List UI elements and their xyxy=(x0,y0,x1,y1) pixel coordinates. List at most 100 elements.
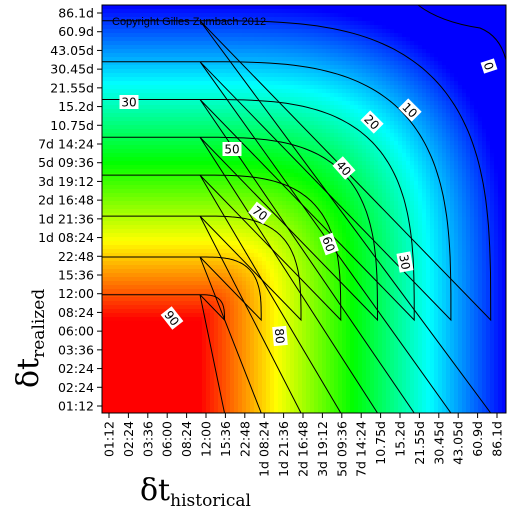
heatmap-cell xyxy=(102,285,107,290)
heatmap-cell xyxy=(146,377,151,382)
heatmap-cell xyxy=(294,229,299,234)
heatmap-cell xyxy=(182,205,187,210)
heatmap-cell xyxy=(114,221,119,226)
heatmap-cell xyxy=(150,9,155,14)
heatmap-cell xyxy=(134,229,139,234)
heatmap-cell xyxy=(242,341,247,346)
heatmap-cell xyxy=(130,289,135,294)
heatmap-cell xyxy=(238,137,243,142)
heatmap-cell xyxy=(266,221,271,226)
heatmap-cell xyxy=(210,121,215,126)
heatmap-cell xyxy=(214,37,219,42)
heatmap-cell xyxy=(122,341,127,346)
heatmap-cell xyxy=(122,57,127,62)
heatmap-cell xyxy=(274,85,279,90)
heatmap-cell xyxy=(294,157,299,162)
heatmap-cell xyxy=(270,133,275,138)
heatmap-cell xyxy=(278,165,283,170)
heatmap-cell xyxy=(286,333,291,338)
heatmap-cell xyxy=(178,13,183,18)
heatmap-cell xyxy=(234,29,239,34)
heatmap-cell xyxy=(110,125,115,130)
heatmap-cell xyxy=(146,321,151,326)
heatmap-cell xyxy=(162,241,167,246)
heatmap-cell xyxy=(146,257,151,262)
heatmap-cell xyxy=(210,105,215,110)
heatmap-cell xyxy=(262,45,267,50)
heatmap-cell xyxy=(294,61,299,66)
heatmap-cell xyxy=(118,9,123,14)
heatmap-cell xyxy=(194,289,199,294)
heatmap-cell xyxy=(202,277,207,282)
heatmap-cell xyxy=(170,125,175,130)
heatmap-cell xyxy=(282,265,287,270)
heatmap-cell xyxy=(126,213,131,218)
heatmap-cell xyxy=(202,121,207,126)
heatmap-cell xyxy=(178,137,183,142)
heatmap-cell xyxy=(238,9,243,14)
heatmap-cell xyxy=(250,141,255,146)
heatmap-cell xyxy=(202,49,207,54)
heatmap-cell xyxy=(246,401,251,406)
heatmap-cell xyxy=(262,97,267,102)
heatmap-cell xyxy=(166,369,171,374)
heatmap-cell xyxy=(166,409,171,413)
heatmap-cell xyxy=(166,225,171,230)
heatmap-cell xyxy=(294,373,299,378)
heatmap-cell xyxy=(146,281,151,286)
heatmap-cell xyxy=(186,5,191,10)
heatmap-cell xyxy=(162,381,167,386)
heatmap-cell xyxy=(174,245,179,250)
heatmap-cell xyxy=(270,65,275,70)
heatmap-cell xyxy=(126,261,131,266)
heatmap-cell xyxy=(214,285,219,290)
heatmap-cell xyxy=(146,57,151,62)
heatmap-cell xyxy=(154,277,159,282)
heatmap-cell xyxy=(202,317,207,322)
heatmap-cell xyxy=(246,373,251,378)
heatmap-cell xyxy=(286,89,291,94)
heatmap-cell xyxy=(194,13,199,18)
heatmap-cell xyxy=(294,333,299,338)
heatmap-cell xyxy=(246,345,251,350)
heatmap-cell xyxy=(214,101,219,106)
heatmap-cell xyxy=(162,45,167,50)
heatmap-cell xyxy=(138,37,143,42)
heatmap-cell xyxy=(294,137,299,142)
heatmap-cell xyxy=(190,281,195,286)
heatmap-cell xyxy=(146,25,151,30)
heatmap-cell xyxy=(174,49,179,54)
heatmap-cell xyxy=(210,217,215,222)
heatmap-cell xyxy=(222,377,227,382)
heatmap-cell xyxy=(166,17,171,22)
heatmap-cell xyxy=(126,237,131,242)
heatmap-cell xyxy=(154,341,159,346)
heatmap-cell xyxy=(226,345,231,350)
heatmap-cell xyxy=(286,145,291,150)
heatmap-cell xyxy=(130,109,135,114)
heatmap-cell xyxy=(218,25,223,30)
heatmap-cell xyxy=(110,177,115,182)
heatmap-cell xyxy=(274,45,279,50)
heatmap-cell xyxy=(294,65,299,70)
heatmap-cell xyxy=(150,309,155,314)
heatmap-cell xyxy=(242,157,247,162)
heatmap-cell xyxy=(218,141,223,146)
heatmap-cell xyxy=(146,373,151,378)
heatmap-cell xyxy=(258,173,263,178)
heatmap-cell xyxy=(198,73,203,78)
heatmap-cell xyxy=(258,17,263,22)
heatmap-cell xyxy=(294,341,299,346)
heatmap-cell xyxy=(278,145,283,150)
heatmap-cell xyxy=(170,169,175,174)
heatmap-cell xyxy=(274,101,279,106)
heatmap-cell xyxy=(178,197,183,202)
heatmap-cell xyxy=(110,13,115,18)
heatmap-cell xyxy=(158,217,163,222)
heatmap-cell xyxy=(194,333,199,338)
heatmap-cell xyxy=(122,261,127,266)
heatmap-cell xyxy=(190,29,195,34)
heatmap-cell xyxy=(270,289,275,294)
heatmap-cell xyxy=(278,13,283,18)
heatmap-cell xyxy=(218,225,223,230)
